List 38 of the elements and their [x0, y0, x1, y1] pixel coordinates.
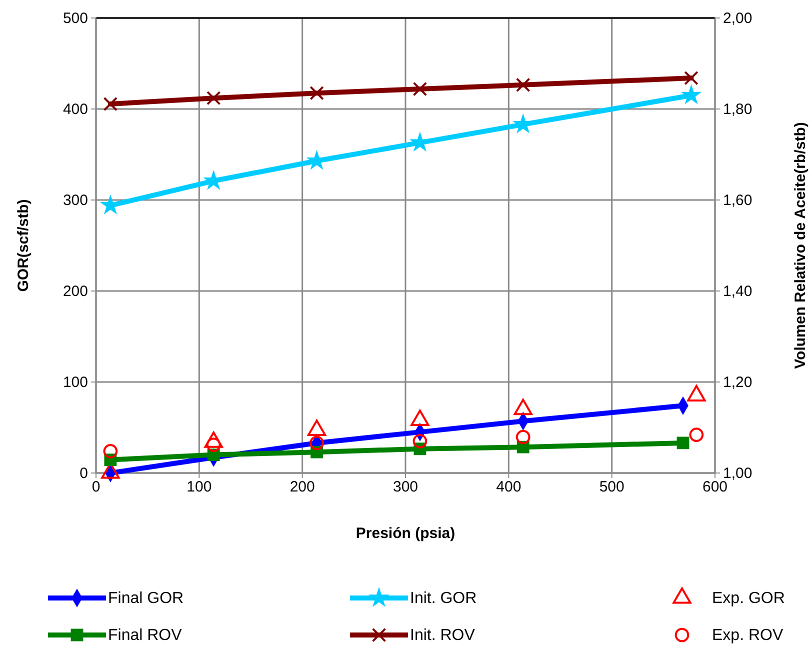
point [684, 70, 698, 86]
y2-tick-label: 1,60 [723, 192, 752, 209]
point [310, 86, 324, 100]
point [103, 96, 118, 112]
legend-label: Init. GOR [410, 590, 477, 607]
point [676, 436, 690, 450]
point [689, 428, 704, 442]
y2-tick-label: 1,40 [723, 282, 752, 300]
x-tick-label: 300 [392, 478, 418, 496]
point [412, 434, 428, 448]
y-tick-label: 100 [62, 374, 88, 391]
y2-axis-title: Volumen Relativo de Aceite(rb/stb) [792, 122, 809, 369]
legend-label: Final GOR [108, 590, 184, 607]
x-axis-title: Presión (psia) [356, 525, 456, 542]
x-tick-label: 400 [496, 478, 522, 496]
point [516, 78, 530, 92]
y-tick-label: 200 [62, 282, 88, 300]
y2-tick-label: 2,00 [723, 10, 752, 27]
y2-tick-label: 1,20 [723, 374, 752, 391]
y-tick-label: 300 [62, 192, 88, 209]
x-tick-label: 0 [92, 478, 100, 496]
y-tick-label: 500 [62, 10, 88, 27]
y2-tick-label: 1,80 [723, 100, 752, 118]
x-tick-label: 100 [186, 478, 212, 496]
point [412, 82, 428, 96]
y-tick-label: 0 [80, 464, 88, 482]
y-axis-title: GOR(scf/stb) [15, 199, 32, 292]
legend-label: Exp. ROV [712, 627, 784, 644]
point [103, 444, 118, 458]
legend-label: Final ROV [108, 627, 182, 644]
point [516, 430, 530, 444]
point [206, 90, 221, 106]
point [682, 85, 701, 104]
x-tick-label: 500 [599, 478, 624, 496]
y-tick-label: 400 [62, 100, 88, 118]
x-tick-label: 200 [290, 478, 315, 496]
legend-label: Exp. GOR [712, 590, 785, 607]
legend-label: Init. ROV [410, 627, 476, 644]
